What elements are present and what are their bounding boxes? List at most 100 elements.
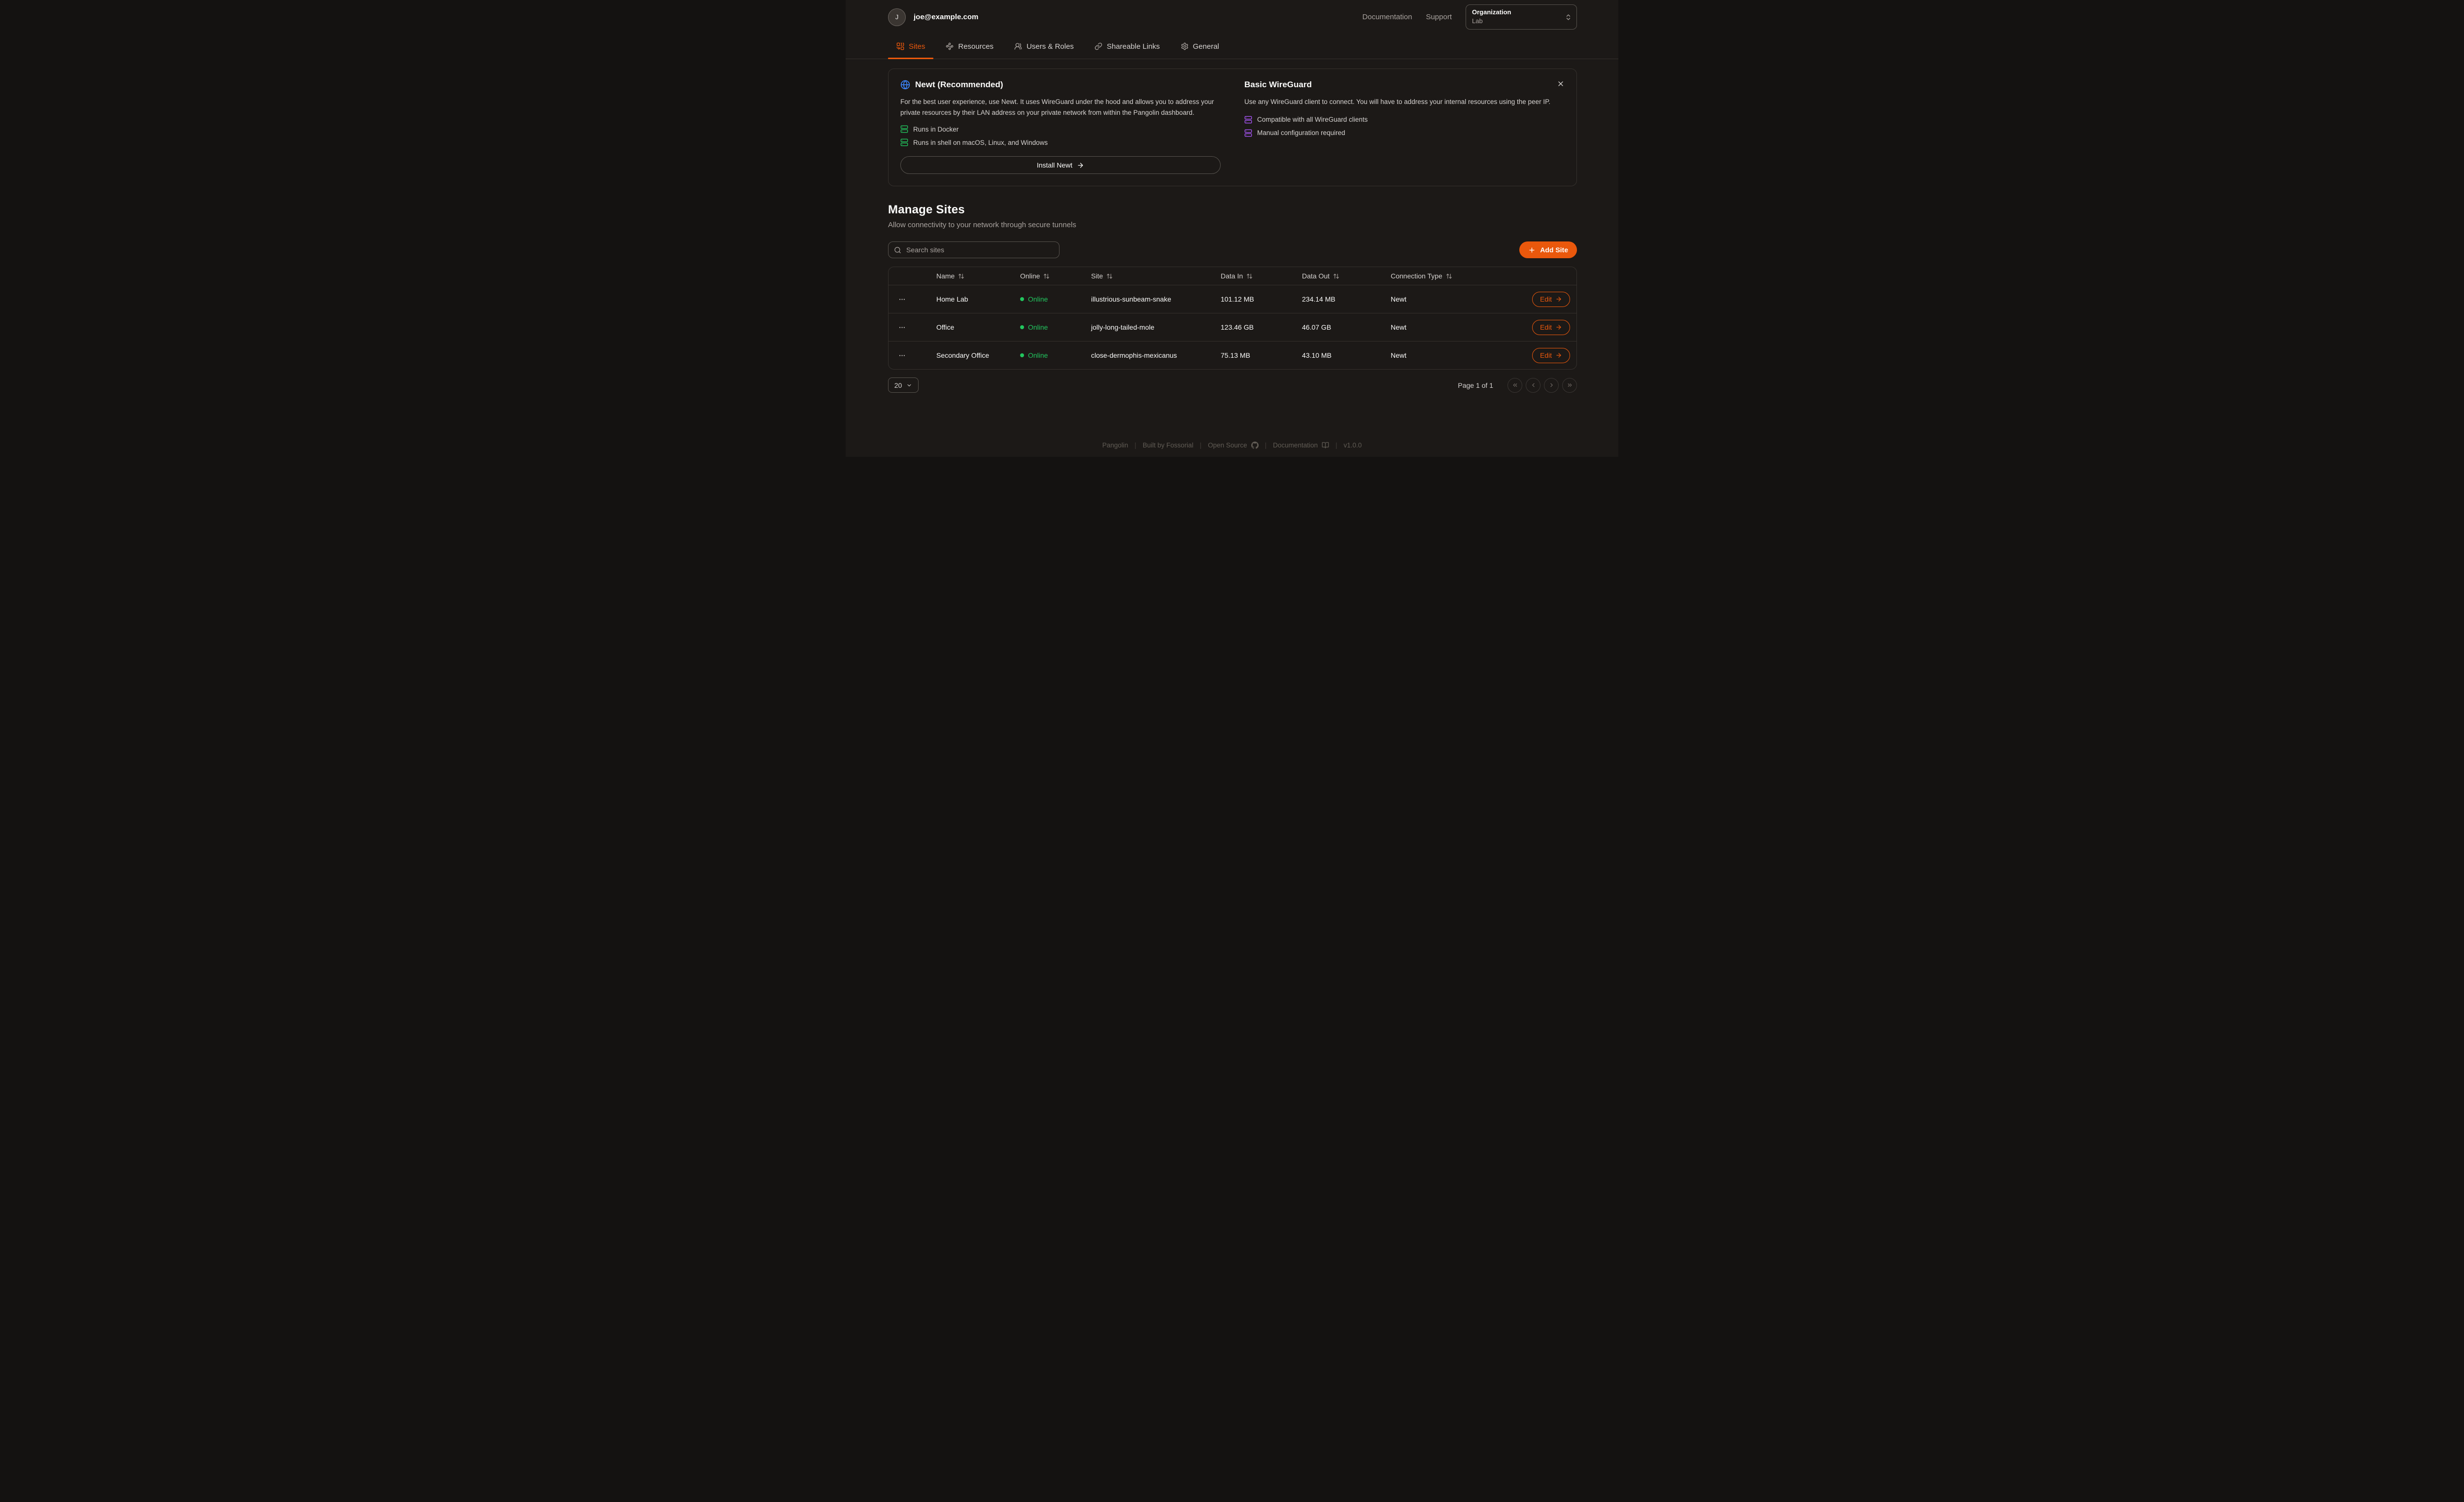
site-slug: illustrious-sunbeam-snake [1091,295,1171,304]
organization-picker-value: Lab [1472,17,1483,25]
column-label: Connection Type [1391,272,1442,280]
site-slug: jolly-long-tailed-mole [1091,323,1155,332]
next-page-button[interactable] [1544,377,1559,393]
nav-documentation-link[interactable]: Documentation [1362,13,1412,21]
newt-feature: Runs in Docker [900,125,1221,133]
wireguard-feature: Compatible with all WireGuard clients [1244,116,1565,124]
footer-open-source-label: Open Source [1208,442,1247,449]
footer-open-source-link[interactable]: Open Source [1208,442,1259,449]
data-in-value: 75.13 MB [1221,351,1250,360]
avatar[interactable]: J [888,8,906,26]
site-name: Secondary Office [936,351,990,360]
install-newt-button[interactable]: Install Newt [900,156,1221,174]
footer-version: v1.0.0 [1343,442,1362,449]
row-menu-icon[interactable] [897,322,907,333]
top-header: J joe@example.com Documentation Support … [888,0,1577,34]
edit-site-button[interactable]: Edit [1532,291,1570,307]
edit-site-button[interactable]: Edit [1532,319,1570,335]
column-label: Data Out [1302,272,1330,280]
tab-label: Shareable Links [1106,42,1160,51]
status-text: Online [1028,323,1048,332]
column-label: Online [1020,272,1040,280]
table-toolbar: Add Site [888,241,1577,259]
footer-separator: | [1134,442,1136,449]
search-sites-input[interactable] [905,245,1054,255]
user-email[interactable]: joe@example.com [914,13,979,21]
sort-icon [1446,273,1452,279]
sites-icon [896,42,904,50]
column-header-connection-type[interactable]: Connection Type [1391,272,1527,280]
tab-label: Resources [958,42,994,51]
footer-built-by-link[interactable]: Built by Fossorial [1142,442,1194,449]
newt-title: Newt (Recommended) [915,80,1003,89]
gear-icon [1181,42,1189,50]
tab-resources[interactable]: Resources [937,34,1002,59]
status-badge: Online [1020,351,1091,359]
sort-icon [958,273,964,279]
server-icon [1244,116,1252,124]
page-subtitle: Allow connectivity to your network throu… [888,221,1076,230]
footer-brand: Pangolin [1102,442,1129,449]
sort-icon [1246,273,1253,279]
data-out-value: 46.07 GB [1302,323,1332,332]
previous-page-button[interactable] [1526,377,1540,393]
feature-text: Compatible with all WireGuard clients [1257,116,1368,124]
column-header-data-out[interactable]: Data Out [1302,272,1391,280]
tab-general[interactable]: General [1172,34,1228,59]
edit-label: Edit [1540,323,1552,332]
page-title: Manage Sites [888,203,965,217]
status-badge: Online [1020,323,1091,331]
tab-label: General [1193,42,1219,51]
chevron-down-icon [906,382,912,388]
arrow-right-icon [1555,296,1562,303]
footer-documentation-link[interactable]: Documentation [1273,442,1329,449]
row-menu-icon[interactable] [897,350,907,361]
page-size-select[interactable]: 20 [888,377,919,393]
footer-separator: | [1335,442,1337,449]
feature-text: Manual configuration required [1257,129,1345,137]
add-site-button[interactable]: Add Site [1519,241,1577,259]
server-icon [900,125,908,133]
last-page-button[interactable] [1562,377,1577,393]
server-icon [1244,129,1252,137]
arrow-right-icon [1555,324,1562,331]
footer-documentation-label: Documentation [1273,442,1318,449]
close-icon[interactable] [1556,79,1566,89]
organization-picker[interactable]: Organization Lab [1466,4,1577,30]
footer-separator: | [1265,442,1267,449]
newt-feature: Runs in shell on macOS, Linux, and Windo… [900,138,1221,146]
column-header-name[interactable]: Name [936,272,1020,280]
connection-type-value: Newt [1391,323,1406,332]
tab-shareable-links[interactable]: Shareable Links [1086,34,1168,59]
data-in-value: 101.12 MB [1221,295,1254,304]
sites-table: Name Online Site Data In Data Out [888,267,1577,370]
online-dot-icon [1020,325,1024,330]
page-info: Page 1 of 1 [1458,381,1493,389]
edit-site-button[interactable]: Edit [1532,347,1570,363]
wireguard-title: Basic WireGuard [1244,80,1312,89]
row-menu-icon[interactable] [897,294,907,305]
table-header-row: Name Online Site Data In Data Out [889,267,1576,285]
sort-icon [1106,273,1113,279]
feature-text: Runs in shell on macOS, Linux, and Windo… [913,138,1048,146]
table-row: Home Lab Online illustrious-sunbeam-snak… [889,285,1576,313]
column-header-data-in[interactable]: Data In [1221,272,1302,280]
newt-description: For the best user experience, use Newt. … [900,98,1214,116]
resources-icon [946,42,954,50]
pagination: 20 Page 1 of 1 [888,377,1577,393]
tab-sites[interactable]: Sites [888,34,934,59]
sort-icon [1333,273,1339,279]
tab-bar: Sites Resources Users & Roles Shareable … [846,34,1618,59]
tab-users-roles[interactable]: Users & Roles [1006,34,1082,59]
wireguard-panel: Basic WireGuard Use any WireGuard client… [1244,80,1565,174]
sort-icon [1043,273,1050,279]
plus-icon [1528,246,1536,254]
onboarding-card: Newt (Recommended) For the best user exp… [888,68,1577,187]
first-page-button[interactable] [1507,377,1522,393]
nav-support-link[interactable]: Support [1426,13,1452,21]
site-name: Office [936,323,955,332]
data-out-value: 234.14 MB [1302,295,1335,304]
column-header-site[interactable]: Site [1091,272,1221,280]
status-text: Online [1028,295,1048,304]
column-header-online[interactable]: Online [1020,272,1091,280]
